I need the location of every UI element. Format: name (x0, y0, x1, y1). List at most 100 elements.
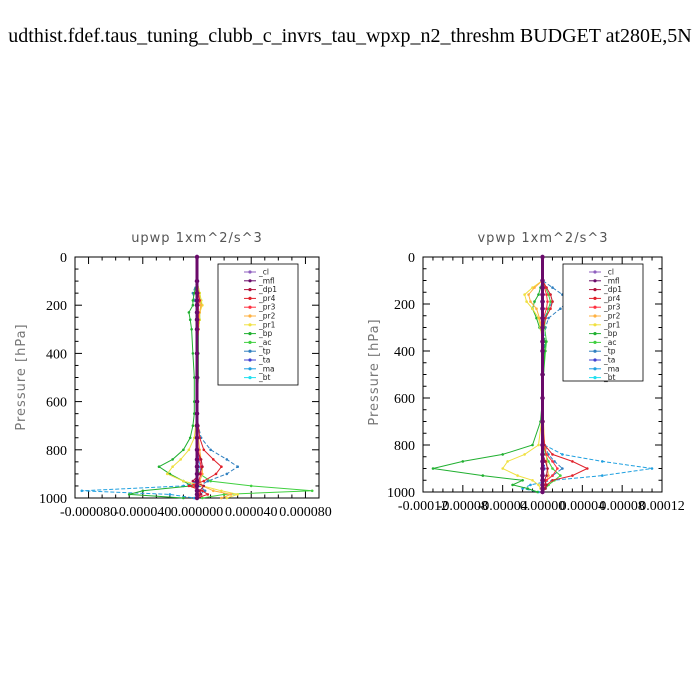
upwp-xtick-label: -0.000040 (114, 505, 171, 520)
vpwp-point-bp (537, 293, 540, 296)
vpwp-point-pr1 (531, 307, 534, 311)
vpwp-point-mfl (540, 486, 545, 491)
upwp-point-ac (222, 493, 226, 496)
vpwp-point-pr1 (501, 467, 505, 470)
upwp-legend-marker-bt (248, 376, 252, 380)
upwp-point-ac (249, 484, 253, 488)
vpwp-legend-label-tp: _tp (603, 347, 616, 356)
vpwp-point-mfl (540, 348, 545, 354)
upwp-point-mfl (194, 423, 200, 428)
upwp-point-tp (236, 465, 239, 469)
upwp-ytick-label: 600 (46, 396, 67, 411)
vpwp-legend-label-pr2: _pr2 (603, 312, 621, 321)
upwp-point-dp1 (199, 458, 203, 461)
upwp-legend-marker-pr3 (248, 305, 252, 309)
upwp-legend-label-pr4: _pr4 (258, 294, 276, 303)
vpwp-point-dp1 (544, 460, 547, 463)
vpwp-legend-marker-tp (593, 349, 597, 353)
upwp-legend-box (217, 263, 299, 386)
vpwp-point-ac (559, 474, 562, 477)
vpwp-legend-label-pr1: _pr1 (603, 320, 621, 329)
upwp-point-mfl (194, 254, 200, 260)
vpwp-point-ac (551, 467, 554, 470)
vpwp-point-pr4 (549, 293, 552, 296)
vpwp-legend-label-ta: _ta (603, 356, 615, 365)
vpwp-point-mfl (540, 482, 545, 488)
upwp-legend-label-dp1: _dp1 (258, 285, 277, 294)
vpwp-point-mfl (540, 452, 545, 457)
vpwp-point-mfl (540, 372, 545, 377)
vpwp-panel: vpwp 1xm^2/s^3 Pressure [hPa] 0 200 400 600… (367, 231, 685, 514)
vpwp-legend-label-ac: _ac (603, 338, 616, 347)
vpwp-xtick-label: 0.00008 (599, 499, 645, 514)
vpwp-point-pr2 (547, 474, 550, 477)
upwp-point-mfl (194, 317, 200, 322)
vpwp-xtick-label: -0.00004 (478, 499, 528, 514)
vpwp-legend-label-cl: _cl (603, 268, 614, 277)
vpwp-point-pr1 (525, 300, 528, 303)
upwp-point-pr4 (202, 448, 206, 452)
vpwp-point-mfl (540, 292, 545, 297)
upwp-point-mfl (194, 495, 200, 501)
upwp-point-mfl (194, 278, 200, 284)
upwp-ytick-label: 200 (46, 299, 67, 314)
vpwp-legend-marker-pr2 (593, 314, 597, 318)
vpwp-point-mfl (540, 285, 545, 290)
upwp-legend: _cl_mfl_dp1_pr4_pr3_pr2_pr1_bp_ac_tp_ta_… (217, 263, 299, 386)
vpwp-point-ac (549, 300, 552, 303)
vpwp-legend-marker-ta (593, 358, 597, 362)
upwp-point-mfl (194, 464, 200, 469)
vpwp-point-tp (561, 467, 564, 470)
vpwp-point-dp1 (545, 474, 548, 477)
vpwp-point-dp1 (545, 483, 548, 487)
vpwp-point-mfl (540, 442, 545, 448)
upwp-point-bp (182, 496, 185, 500)
vpwp-series-pr1 (501, 257, 543, 493)
upwp-point-mfl (194, 411, 200, 416)
vpwp-point-pr1 (531, 286, 534, 289)
upwp-point-pr2 (229, 493, 233, 496)
upwp-legend-label-pr2: _pr2 (258, 312, 276, 321)
upwp-series-bp (129, 257, 198, 499)
upwp-point-pr4 (201, 489, 204, 493)
vpwp-point-ma (561, 453, 564, 456)
upwp-legend-label-ac: _ac (258, 338, 271, 347)
upwp-point-pr4 (220, 465, 223, 469)
vpwp-point-pr3 (551, 460, 554, 463)
vpwp-point-tp (553, 460, 556, 463)
vpwp-point-mfl (540, 299, 545, 304)
vpwp-legend-label-pr4: _pr4 (603, 294, 621, 303)
vpwp-point-ac (547, 307, 550, 311)
upwp-point-tp (206, 479, 210, 483)
vpwp-point-bp (501, 453, 505, 456)
vpwp-point-tp (559, 307, 562, 311)
upwp-legend-label-ma: _ma (258, 364, 275, 373)
upwp-point-bp (190, 328, 193, 331)
upwp-point-pr4 (202, 479, 206, 483)
vpwp-legend-marker-mfl (593, 279, 597, 283)
vpwp-point-pr3 (556, 467, 559, 470)
upwp-legend-marker-tp (248, 349, 252, 353)
upwp-point-bp (182, 448, 185, 452)
vpwp-legend-label-dp1: _dp1 (603, 285, 622, 294)
upwp-point-bp (157, 465, 161, 469)
vpwp-series (431, 254, 654, 495)
vpwp-point-pr1 (516, 474, 519, 477)
upwp-point-mfl (194, 310, 200, 315)
upwp-point-mfl (194, 435, 200, 440)
vpwp-point-mfl (540, 315, 545, 321)
vpwp-legend-marker-ma (593, 367, 597, 371)
upwp-legend-marker-bp (248, 332, 252, 336)
vpwp-point-tp (547, 316, 550, 320)
vpwp-point-pr4 (586, 467, 589, 470)
upwp-point-dp1 (201, 465, 204, 469)
upwp-legend-marker-ma (248, 367, 252, 371)
vpwp-point-pr2 (529, 300, 532, 303)
upwp-series-ma (81, 257, 202, 499)
vpwp-point-mfl (540, 254, 545, 260)
vpwp-point-pr1 (531, 479, 534, 482)
upwp-point-pr1 (179, 458, 182, 461)
vpwp-point-mfl (540, 478, 545, 483)
vpwp-legend-marker-ac (593, 340, 597, 344)
